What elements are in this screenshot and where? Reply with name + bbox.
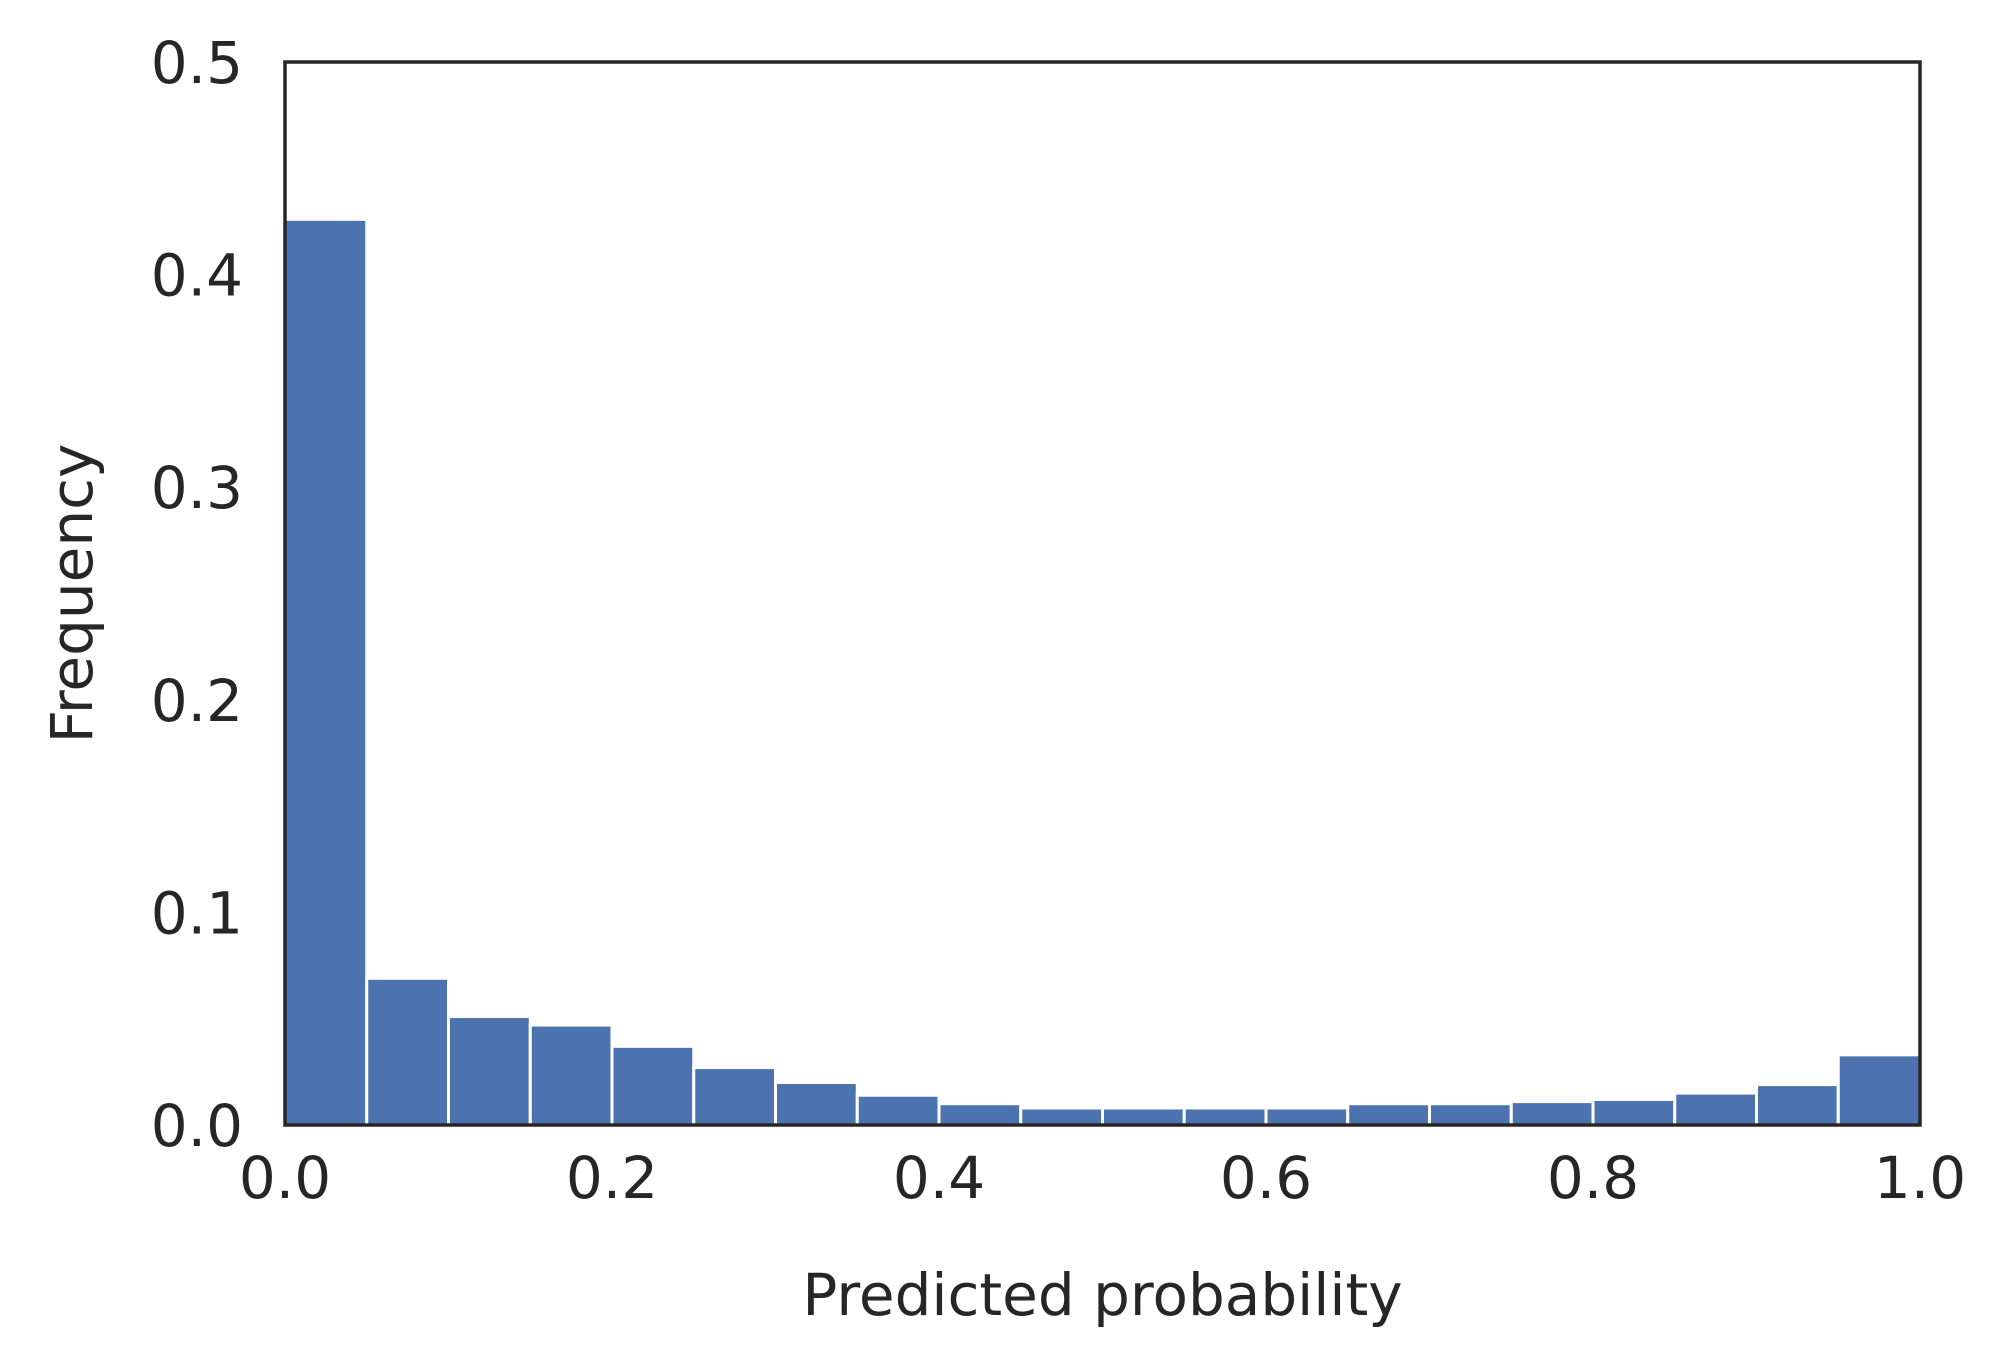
y-tick-label: 0.1 — [151, 879, 243, 947]
x-tick-label: 1.0 — [1874, 1144, 1966, 1212]
y-tick-label: 0.5 — [151, 29, 243, 97]
histogram-bar — [1101, 1106, 1186, 1127]
x-tick-label: 0.2 — [566, 1144, 658, 1212]
y-tick-label: 0.0 — [151, 1092, 243, 1160]
x-tick-label: 0.4 — [893, 1144, 985, 1212]
histogram-bar — [1673, 1091, 1758, 1127]
bars — [283, 217, 1922, 1127]
histogram-bar — [610, 1044, 696, 1127]
x-axis-ticks: 0.0 0.2 0.4 0.6 0.8 1.0 — [239, 1144, 1966, 1212]
histogram-bar — [1755, 1083, 1840, 1127]
histogram-bar — [1019, 1106, 1104, 1127]
histogram-bar — [1428, 1102, 1513, 1127]
histogram-bar — [365, 976, 450, 1127]
histogram-bar — [1182, 1106, 1268, 1127]
y-axis-ticks: 0.0 0.1 0.2 0.3 0.4 0.5 — [151, 29, 243, 1160]
histogram-bar — [855, 1093, 941, 1127]
histogram-bar — [447, 1015, 532, 1127]
histogram-bar — [774, 1080, 859, 1127]
y-tick-label: 0.4 — [151, 242, 243, 310]
y-tick-label: 0.2 — [151, 667, 243, 735]
histogram-bar — [283, 217, 369, 1127]
x-axis-label: Predicted probability — [802, 1261, 1402, 1329]
y-tick-label: 0.3 — [151, 454, 243, 522]
histogram-bar — [1591, 1097, 1677, 1127]
plot-frame — [283, 60, 1922, 1127]
histogram-bar — [937, 1102, 1023, 1127]
histogram-bar — [1509, 1100, 1595, 1127]
histogram-bar — [1264, 1106, 1350, 1127]
y-axis-label: Frequency — [38, 444, 106, 744]
histogram-bar — [528, 1023, 614, 1127]
histogram-bar — [1836, 1053, 1922, 1127]
x-tick-label: 0.6 — [1220, 1144, 1312, 1212]
histogram-bar — [1346, 1102, 1431, 1127]
x-tick-label: 0.8 — [1547, 1144, 1639, 1212]
x-tick-label: 0.0 — [239, 1144, 331, 1212]
histogram-bar — [692, 1066, 777, 1127]
